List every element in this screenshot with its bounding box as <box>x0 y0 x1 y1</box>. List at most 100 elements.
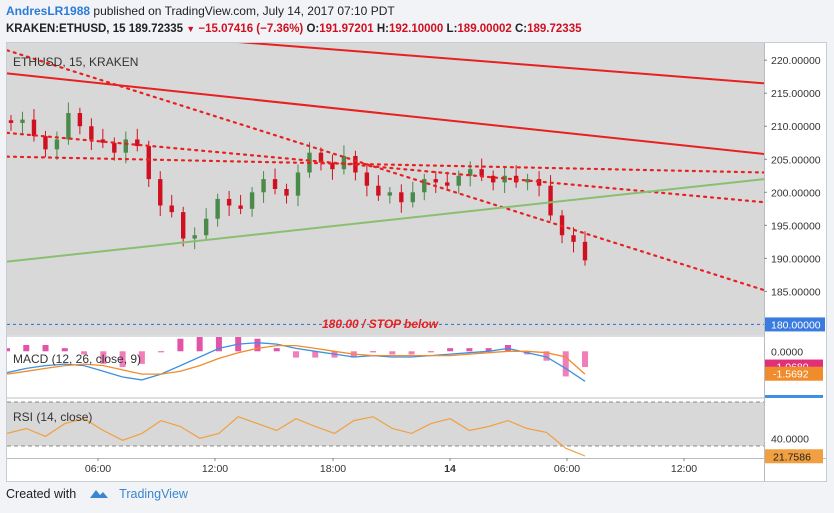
trend-line <box>238 43 764 85</box>
low-value: 189.00002 <box>457 23 512 35</box>
last-price: 189.72335 <box>128 23 184 35</box>
candle-body <box>215 198 220 219</box>
candle-body <box>158 179 163 206</box>
symbol-line: KRAKEN:ETHUSD, 15 189.72335 ▼ −15.07416 … <box>6 23 582 35</box>
time-tick-label: 14 <box>444 463 456 475</box>
candle-body <box>112 142 117 153</box>
time-tick-label: 12:00 <box>671 463 697 475</box>
macd-histogram-bar <box>23 345 30 352</box>
candle-body <box>31 119 37 137</box>
rsi-value-label: 21.7586 <box>773 451 811 463</box>
main-pane-bg <box>7 43 764 335</box>
candle-body <box>192 235 197 239</box>
macd-histogram-bar <box>61 348 68 352</box>
close-label: C: <box>514 23 528 35</box>
symbol-name: KRAKEN:ETHUSD, 15 <box>6 23 126 35</box>
macd-histogram-bar <box>42 345 49 352</box>
macd-histogram-bar <box>273 348 280 352</box>
candle-body <box>169 205 174 213</box>
candle-body <box>77 113 83 127</box>
chart-svg[interactable]: 185.00000 190.00000 195.00000 200.00000 205.… <box>7 43 826 481</box>
high-label: H: <box>376 23 389 35</box>
price-level-label: 180.00000 <box>771 319 821 331</box>
candle-body <box>20 119 25 123</box>
open-value: 191.97201 <box>319 23 374 35</box>
macd-value-marker <box>765 366 823 381</box>
candle-body <box>123 139 128 153</box>
candle-body <box>54 139 60 150</box>
stop-annotation: 180.00 / STOP below <box>322 317 439 331</box>
macd-histogram-bar <box>466 348 473 352</box>
macd-histogram-bar <box>215 337 222 352</box>
candle-body <box>582 241 588 261</box>
candle-body <box>445 182 450 186</box>
macd-histogram-bar <box>81 351 88 355</box>
candle-body <box>238 205 243 209</box>
macd-histogram-bar <box>370 351 377 353</box>
published-line: AndresLR1988 published on TradingView.co… <box>6 4 395 18</box>
main-legend: ETHUSD, 15, KRAKEN <box>13 55 138 69</box>
macd-histogram-bar <box>485 348 492 352</box>
macd-histogram-bar <box>447 348 454 352</box>
macd-value-label: -1.5692 <box>773 369 809 381</box>
low-label: L: <box>446 23 458 35</box>
candle-body <box>399 192 404 203</box>
candle-body <box>284 189 289 196</box>
candle-body <box>272 179 278 189</box>
candle-body <box>181 212 186 239</box>
candle-body <box>490 175 496 183</box>
chart-container[interactable]: 185.00000 190.00000 195.00000 200.00000 205.… <box>6 42 827 482</box>
price-tick-label: 220.00000 <box>771 55 821 67</box>
time-tick-label: 06:00 <box>554 463 580 475</box>
candle-body <box>525 179 530 183</box>
candle-body <box>387 192 393 196</box>
candle-body <box>203 218 209 236</box>
rsi-value-marker <box>765 449 823 464</box>
close-value: 189.72335 <box>527 23 582 35</box>
candle-body <box>295 172 301 196</box>
macd-tick-label: 0.0000 <box>771 346 803 358</box>
candle-body <box>146 146 151 180</box>
macd-line <box>7 342 586 382</box>
time-tick-label: 06:00 <box>85 463 111 475</box>
macd-histogram-bar <box>293 351 299 358</box>
candle-body <box>456 175 461 186</box>
candle-body <box>66 113 71 140</box>
trend-line <box>7 155 764 174</box>
price-tick-label: 190.00000 <box>771 253 821 265</box>
author-link[interactable]: AndresLR1988 <box>6 4 91 18</box>
candle-body <box>410 192 415 203</box>
macd-pane-bg <box>7 337 764 397</box>
time-tick-label: 18:00 <box>320 463 346 475</box>
candle-body <box>468 169 473 176</box>
macd-histogram-bar <box>119 351 126 367</box>
tradingview-brand-link[interactable]: TradingView <box>119 487 188 501</box>
candle-body <box>318 152 324 163</box>
macd-histogram-bar <box>100 351 107 364</box>
macd-histogram-bar <box>312 351 319 358</box>
price-change: −15.07416 (−7.36%) <box>198 23 304 35</box>
macd-histogram-bar <box>196 337 203 352</box>
macd-histogram-bar <box>427 351 434 353</box>
macd-legend: MACD (12, 26, close, 9) <box>13 352 141 366</box>
created-with-text: Created with <box>6 487 77 501</box>
price-tick-label: 185.00000 <box>771 286 821 298</box>
candle-body <box>571 235 576 242</box>
macd-histogram-bar <box>408 351 415 355</box>
open-label: O: <box>306 23 320 35</box>
candle-body <box>135 139 140 147</box>
candle-body <box>548 185 553 216</box>
candle-body <box>364 172 370 186</box>
trend-line <box>7 131 764 204</box>
price-tick-label: 215.00000 <box>771 88 821 100</box>
macd-histogram-bar <box>389 351 396 355</box>
candle-body <box>433 179 438 183</box>
macd-histogram-bar <box>7 348 10 352</box>
macd-histogram-bar <box>543 351 550 361</box>
macd-histogram-bar <box>235 337 242 352</box>
candle-body <box>100 139 106 143</box>
macd-histogram-bar <box>582 351 588 367</box>
price-tick-label: 210.00000 <box>771 121 821 133</box>
price-tick-label: 195.00000 <box>771 220 821 232</box>
trend-line <box>7 72 764 155</box>
